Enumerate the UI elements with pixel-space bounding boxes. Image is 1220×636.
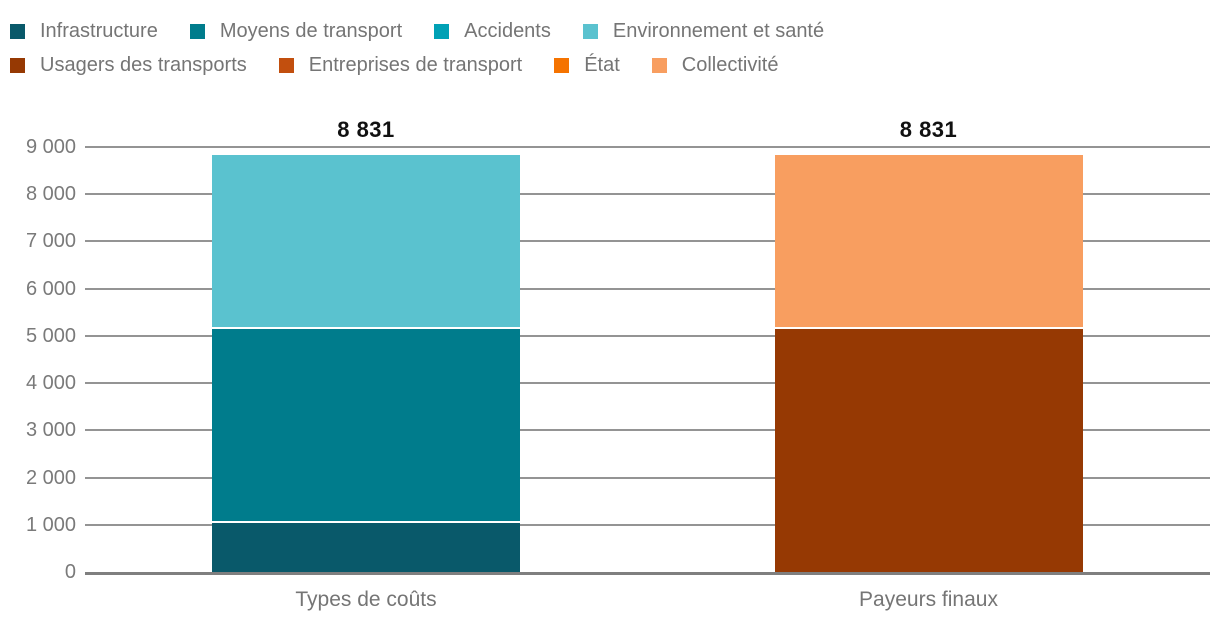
legend-label: Accidents: [464, 20, 551, 42]
legend-item-environnement-et-sante[interactable]: Environnement et santé: [582, 20, 825, 42]
y-tick-label: 2 000: [25, 466, 76, 489]
chart-legend: Infrastructure Moyens de transport Acciden…: [10, 14, 1210, 82]
bar-segment-collectivite[interactable]: [774, 154, 1083, 329]
bar-segment-infrastructure[interactable]: [212, 523, 520, 572]
legend-label: Collectivité: [681, 54, 779, 76]
gridline: [85, 476, 1210, 479]
legend-swatch-icon: [554, 57, 570, 73]
legend-item-etat[interactable]: État: [554, 55, 620, 75]
legend-label: Moyens de transport: [219, 20, 403, 42]
gridline: [85, 146, 1210, 148]
bar-total-label: 8 831: [337, 116, 395, 142]
y-tick-label: 5 000: [25, 324, 76, 347]
gridline: [85, 523, 1210, 526]
legend-swatch-icon: [278, 57, 294, 73]
legend-item-entreprises-de-transport[interactable]: Entreprises de transport: [278, 54, 523, 76]
legend-item-collectivite[interactable]: Collectivité: [651, 54, 779, 76]
y-tick-label: 1 000: [25, 513, 76, 536]
legend-swatch-icon: [189, 23, 205, 39]
legend-item-infrastructure[interactable]: Infrastructure: [10, 21, 158, 41]
gridline: [85, 240, 1210, 243]
y-tick-label: 4 000: [25, 372, 76, 395]
legend-row: Infrastructure Moyens de transport Acciden…: [10, 14, 1210, 48]
legend-label: Entreprises de transport: [308, 54, 523, 76]
legend-item-usagers-des-transports[interactable]: Usagers des transports: [10, 55, 247, 75]
bar-segment-moyens-de-transport[interactable]: [212, 328, 520, 524]
y-tick-label: 0: [64, 561, 76, 583]
legend-item-moyens-de-transport[interactable]: Moyens de transport: [189, 20, 403, 42]
legend-label: Environnement et santé: [612, 20, 825, 42]
legend-swatch-icon: [10, 57, 25, 73]
legend-item-accidents[interactable]: Accidents: [434, 21, 551, 41]
gridline: [85, 429, 1210, 432]
legend-row: Usagers des transports Entreprises de tra…: [10, 48, 1210, 82]
legend-swatch-icon: [434, 23, 450, 39]
legend-swatch-icon: [651, 57, 667, 73]
legend-label: Usagers des transports: [40, 54, 247, 76]
x-axis-baseline: [85, 572, 1210, 575]
gridline: [85, 382, 1210, 385]
gridline: [85, 334, 1210, 337]
x-category-label: Payeurs finaux: [859, 588, 998, 611]
legend-swatch-icon: [582, 23, 598, 39]
x-category-label: Types de coûts: [295, 588, 437, 611]
y-tick-label: 9 000: [25, 136, 76, 158]
gridline: [85, 287, 1210, 290]
y-tick-label: 3 000: [25, 419, 76, 442]
bar-segment-environnement-et-sante[interactable]: [212, 154, 520, 329]
bar-segment-usagers-des-transports[interactable]: [774, 328, 1083, 572]
y-tick-label: 8 000: [25, 183, 76, 206]
legend-label: Infrastructure: [40, 20, 158, 42]
gridline: [85, 193, 1210, 196]
legend-label: État: [584, 54, 620, 76]
y-tick-label: 7 000: [25, 230, 76, 253]
bar-total-label: 8 831: [899, 116, 958, 142]
legend-swatch-icon: [10, 23, 25, 39]
y-tick-label: 6 000: [25, 277, 76, 300]
